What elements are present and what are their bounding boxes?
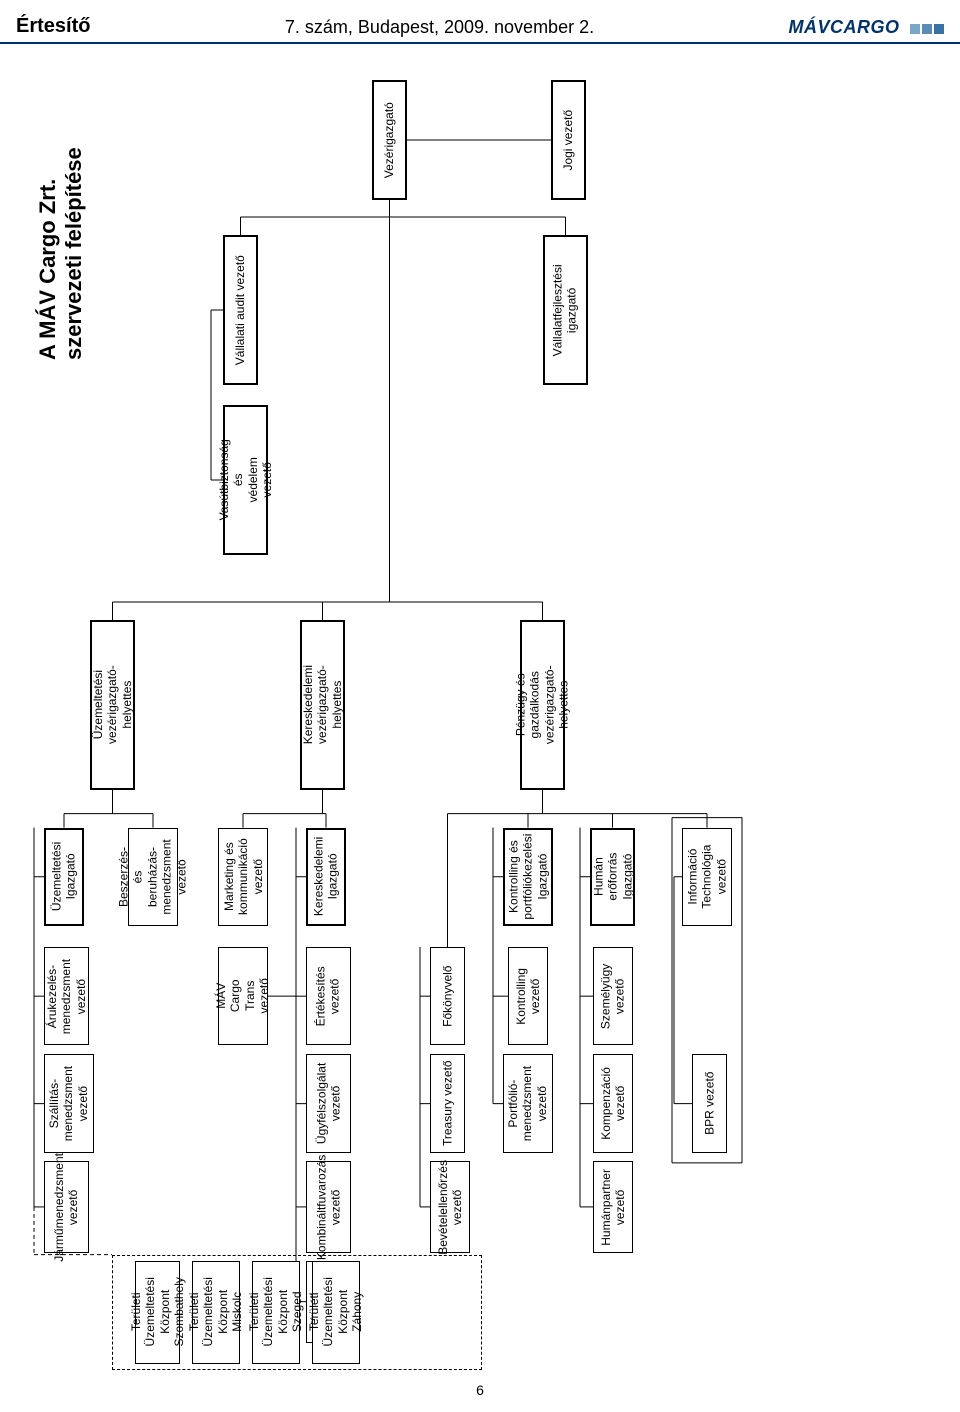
org-node-label: Kereskedelemivezérigazgató-helyettes bbox=[301, 665, 344, 744]
org-node-label: Főkönyvelő bbox=[440, 965, 454, 1026]
org-node-label: Humánpartnervezető bbox=[599, 1169, 628, 1246]
org-node-label: Beszerzés- ésberuházás-menedzsment vezet… bbox=[117, 839, 189, 914]
title-line-1: A MÁV Cargo Zrt. bbox=[35, 147, 61, 360]
org-node-human_ig: Humán erőforrásIgazgató bbox=[590, 828, 635, 926]
org-node-label: Vállalati audit vezető bbox=[233, 255, 247, 365]
org-node-infotech: InformációTechnológiavezető bbox=[682, 828, 732, 926]
org-node-label: Vállalatfejlesztésiigazgató bbox=[551, 264, 580, 356]
org-node-bpr: BPR vezető bbox=[692, 1054, 727, 1152]
org-node-r2: Területi ÜzemeltetésiKözpontMiskolc bbox=[192, 1261, 240, 1364]
org-node-label: ÜzemeltetésiIgazgató bbox=[50, 842, 79, 911]
org-node-label: KereskedelemiIgazgató bbox=[312, 837, 341, 916]
org-node-r3: Területi ÜzemeltetésiKözpontSzeged bbox=[252, 1261, 300, 1364]
org-node-label: Kombináltfuvarozásvezető bbox=[314, 1154, 343, 1259]
org-node-r1: Területi ÜzemeltetésiKözpont Szombathely bbox=[135, 1261, 180, 1364]
org-node-szemely: Személyügyvezető bbox=[593, 947, 633, 1045]
header-left: Értesítő bbox=[16, 15, 90, 38]
logo: MÁVCARGO bbox=[789, 17, 944, 38]
org-node-label: Jogi vezető bbox=[561, 110, 575, 171]
org-node-fokonyv: Főkönyvelő bbox=[430, 947, 465, 1045]
org-node-ertek: Értékesítésvezető bbox=[306, 947, 351, 1045]
org-node-mavtrans: MÁV CargoTransvezető bbox=[218, 947, 268, 1045]
org-node-kompenz: Kompenzációvezető bbox=[593, 1054, 633, 1152]
org-node-label: Személyügyvezető bbox=[599, 963, 628, 1028]
org-node-kontroll_ig: Kontrolling ésportfóliókezelésiIgazgató bbox=[503, 828, 553, 926]
org-node-label: Területi ÜzemeltetésiKözpontSzeged bbox=[247, 1278, 305, 1347]
org-node-beszerz: Beszerzés- ésberuházás-menedzsment vezet… bbox=[128, 828, 178, 926]
page-number: 6 bbox=[0, 1382, 960, 1398]
org-node-label: Treasury vezető bbox=[440, 1061, 454, 1147]
header-center: 7. szám, Budapest, 2009. november 2. bbox=[90, 17, 788, 38]
org-node-kombinalt: Kombináltfuvarozásvezető bbox=[306, 1161, 351, 1252]
org-node-label: Járműmenedzsmentvezető bbox=[52, 1153, 81, 1262]
org-node-label: Területi ÜzemeltetésiKözpontMiskolc bbox=[187, 1278, 245, 1347]
org-node-label: BPR vezető bbox=[702, 1072, 716, 1135]
org-node-label: Értékesítésvezető bbox=[314, 966, 343, 1026]
org-node-label: Vezérigazgató bbox=[382, 102, 396, 178]
chart-title: A MÁV Cargo Zrt. szervezeti felépítése bbox=[35, 147, 87, 360]
org-node-bevetel: Bevételellenőrzésvezető bbox=[430, 1161, 470, 1252]
org-node-label: Árukezelés-menedzsment vezető bbox=[45, 958, 88, 1033]
org-node-label: Bevételellenőrzésvezető bbox=[436, 1160, 465, 1255]
org-node-penzugy_vh: Pénzügy és gazdálkodásvezérigazgató-hely… bbox=[520, 620, 565, 790]
logo-square bbox=[910, 24, 920, 34]
org-node-uzem_vh: Üzemeltetésivezérigazgató-helyettes bbox=[90, 620, 135, 790]
org-node-label: Humán erőforrásIgazgató bbox=[591, 853, 634, 901]
org-node-audit: Vállalati audit vezető bbox=[223, 235, 258, 385]
org-node-keresk_ig: KereskedelemiIgazgató bbox=[306, 828, 346, 926]
org-node-jarmu: Járműmenedzsmentvezető bbox=[44, 1161, 89, 1252]
org-node-label: Ügyfélszolgálatvezető bbox=[314, 1063, 343, 1144]
org-node-label: Kontrolling ésportfóliókezelésiIgazgató bbox=[506, 834, 549, 920]
org-node-arukez: Árukezelés-menedzsment vezető bbox=[44, 947, 89, 1045]
org-node-r4: Területi ÜzemeltetésiKözpontZáhony bbox=[312, 1261, 360, 1364]
org-node-jogi: Jogi vezető bbox=[551, 80, 586, 200]
logo-square bbox=[934, 24, 944, 34]
org-node-label: Pénzügy és gazdálkodásvezérigazgató-hely… bbox=[514, 666, 572, 745]
org-node-label: InformációTechnológiavezető bbox=[685, 845, 728, 909]
org-node-keresk_vh: Kereskedelemivezérigazgató-helyettes bbox=[300, 620, 345, 790]
org-node-marketing: Marketing éskommunikációvezető bbox=[218, 828, 268, 926]
org-node-ugyfel: Ügyfélszolgálatvezető bbox=[306, 1054, 351, 1152]
org-node-vasutbizt: Vasútbiztonság ésvédelem vezető bbox=[223, 405, 268, 555]
org-node-humanp: Humánpartnervezető bbox=[593, 1161, 633, 1252]
page-header: Értesítő 7. szám, Budapest, 2009. novemb… bbox=[0, 0, 960, 44]
org-node-szallitas: Szállítás-menedzsmentvezető bbox=[44, 1054, 94, 1152]
title-line-2: szervezeti felépítése bbox=[61, 147, 87, 360]
org-node-uzem_ig: ÜzemeltetésiIgazgató bbox=[44, 828, 84, 926]
logo-squares bbox=[910, 24, 944, 34]
org-node-label: Üzemeltetésivezérigazgató-helyettes bbox=[91, 666, 134, 745]
org-node-label: Kontrollingvezető bbox=[514, 968, 543, 1025]
logo-square bbox=[922, 24, 932, 34]
logo-text: MÁVCARGO bbox=[789, 17, 900, 37]
org-node-vezeri: Vezérigazgató bbox=[372, 80, 407, 200]
org-node-portfolio: Portfólió-menedzsmentvezető bbox=[503, 1054, 553, 1152]
org-node-label: Portfólió-menedzsmentvezető bbox=[506, 1066, 549, 1141]
org-node-label: Kompenzációvezető bbox=[599, 1067, 628, 1140]
org-node-kontroll: Kontrollingvezető bbox=[508, 947, 548, 1045]
org-node-label: Vasútbiztonság ésvédelem vezető bbox=[217, 439, 275, 520]
org-node-label: Területi ÜzemeltetésiKözpont Szombathely bbox=[129, 1278, 187, 1347]
connector-lines bbox=[0, 50, 960, 1372]
org-node-label: Marketing éskommunikációvezető bbox=[221, 838, 264, 915]
org-node-label: MÁV CargoTransvezető bbox=[214, 975, 272, 1017]
org-chart: A MÁV Cargo Zrt. szervezeti felépítése V… bbox=[0, 50, 960, 1372]
org-node-vallalatf: Vállalatfejlesztésiigazgató bbox=[543, 235, 588, 385]
org-node-label: Területi ÜzemeltetésiKözpontZáhony bbox=[307, 1278, 365, 1347]
org-node-label: Szállítás-menedzsmentvezető bbox=[47, 1066, 90, 1141]
org-node-treasury: Treasury vezető bbox=[430, 1054, 465, 1152]
